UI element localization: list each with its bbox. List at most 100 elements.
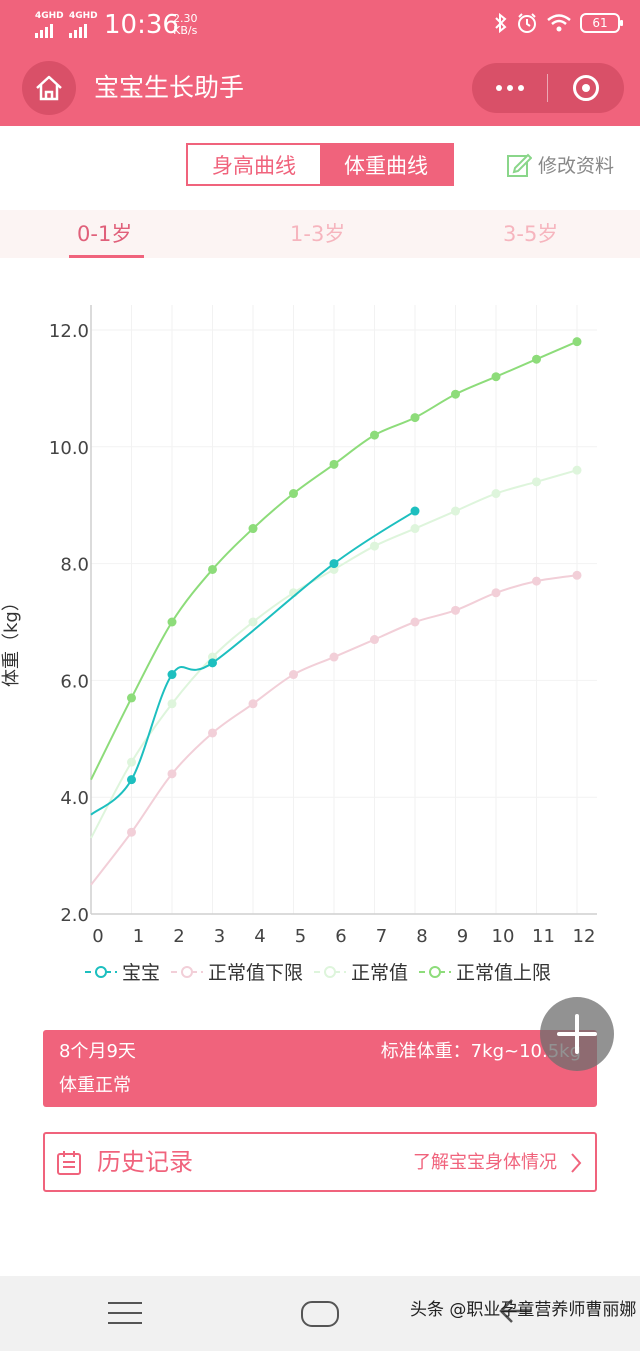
data-point-1 <box>572 570 582 580</box>
chevron-right-icon <box>571 1153 582 1173</box>
data-point-3 <box>289 489 298 499</box>
data-point-0 <box>127 775 136 785</box>
data-point-1 <box>329 652 339 662</box>
data-point-3 <box>208 564 217 574</box>
data-point-3 <box>491 372 501 382</box>
x-tick-label: 1 <box>133 926 144 947</box>
legend-item[interactable]: 宝宝 <box>84 958 160 985</box>
back-icon[interactable] <box>498 1296 534 1326</box>
title-bar: 宝宝生长助手 <box>0 50 640 126</box>
chart-legend: 宝宝 正常值下限 正常值 正常值上限 <box>84 958 551 985</box>
standard-weight: 标准体重：7kg~10.5kg <box>380 1041 581 1062</box>
system-nav-bar: 头条 @职业孕童营养师曹丽娜 <box>0 1276 640 1351</box>
data-point-1 <box>410 617 420 627</box>
age-tab-indicator <box>69 255 144 258</box>
data-point-3 <box>127 693 136 703</box>
x-tick-label: 10 <box>492 926 515 947</box>
data-point-1 <box>167 769 177 779</box>
history-button[interactable]: 历史记录 了解宝宝身体情况 <box>43 1132 597 1192</box>
data-point-3 <box>410 413 420 423</box>
age-tab-0-1[interactable]: 0-1岁 <box>77 222 133 246</box>
legend-label: 正常值上限 <box>456 962 552 984</box>
data-point-1 <box>370 635 379 645</box>
legend-label: 正常值 <box>351 962 409 984</box>
add-record-button[interactable] <box>540 997 614 1071</box>
close-mini-program-icon <box>573 75 599 101</box>
data-point-0 <box>208 658 217 668</box>
status-bar: 4GHD 4GHD 10:36 2.30 KB/s 61 <box>0 0 640 50</box>
weight-curve-tab[interactable]: 体重曲线 <box>320 145 452 184</box>
signal-2: 4GHD <box>69 12 98 38</box>
close-mini-program-button[interactable] <box>548 63 624 113</box>
y-tick-label: 8.0 <box>60 555 89 576</box>
data-point-2 <box>127 757 136 767</box>
more-button[interactable] <box>472 63 547 113</box>
legend-swatch <box>85 965 117 978</box>
battery-level: 61 <box>592 16 608 30</box>
battery-icon: 61 <box>580 13 623 33</box>
edit-profile-label: 修改资料 <box>538 155 615 177</box>
history-title: 历史记录 <box>97 1148 193 1176</box>
weight-chart: 0 1 2 3 4 5 6 7 8 9 10 11 122.04.06.08.010.012.0 <box>49 305 597 947</box>
data-point-2 <box>410 524 420 534</box>
nav-home-icon[interactable] <box>301 1301 339 1327</box>
y-tick-label: 10.0 <box>49 438 89 459</box>
data-point-2 <box>572 465 582 475</box>
watermark: 头条 @职业孕童营养师曹丽娜 <box>410 1300 637 1320</box>
calendar-icon <box>57 1151 81 1175</box>
x-tick-label: 3 <box>214 926 225 947</box>
y-tick-label: 4.0 <box>60 788 89 809</box>
data-point-3 <box>532 354 541 364</box>
legend-swatch <box>314 965 347 978</box>
age-tab-1-3[interactable]: 1-3岁 <box>290 222 346 246</box>
wifi-icon <box>547 14 571 32</box>
weight-status: 体重正常 <box>59 1075 131 1096</box>
y-tick-label: 12.0 <box>49 321 89 342</box>
legend-item[interactable]: 正常值下限 <box>170 958 303 985</box>
x-tick-label: 9 <box>457 926 468 947</box>
home-button[interactable] <box>22 61 76 115</box>
y-tick-label: 2.0 <box>60 905 89 926</box>
body-info-link[interactable]: 了解宝宝身体情况 <box>413 1152 557 1173</box>
data-point-1 <box>289 670 298 680</box>
data-point-2 <box>370 541 379 551</box>
x-tick-label: 5 <box>295 926 306 947</box>
menu-icon[interactable] <box>108 1302 142 1324</box>
x-tick-label: 11 <box>532 926 555 947</box>
edit-profile-button[interactable]: 修改资料 <box>506 151 614 178</box>
data-point-0 <box>410 506 420 516</box>
data-point-1 <box>532 576 541 586</box>
more-icon <box>495 85 502 91</box>
data-point-3 <box>370 430 379 440</box>
height-curve-tab[interactable]: 身高曲线 <box>188 145 320 184</box>
curve-toggle: 身高曲线 体重曲线 <box>186 143 454 186</box>
x-tick-label: 4 <box>254 926 265 947</box>
data-point-1 <box>208 728 217 738</box>
mini-program-capsule <box>472 63 624 113</box>
data-point-2 <box>451 506 460 516</box>
data-point-2 <box>167 699 177 709</box>
data-point-3 <box>248 524 258 534</box>
data-point-1 <box>451 605 460 615</box>
data-point-2 <box>491 489 501 499</box>
bluetooth-icon <box>495 12 507 34</box>
x-tick-label: 12 <box>573 926 596 947</box>
clock: 10:36 <box>104 10 179 40</box>
alarm-icon <box>518 13 536 33</box>
y-tick-label: 6.0 <box>60 671 89 692</box>
data-point-3 <box>451 389 460 399</box>
legend-item[interactable]: 正常值上限 <box>418 958 551 985</box>
speed-unit: KB/s <box>173 24 198 37</box>
weight-info-card: 8个月9天 标准体重：7kg~10.5kg 体重正常 <box>43 1030 597 1107</box>
edit-icon <box>507 153 532 177</box>
legend-swatch <box>171 965 204 978</box>
legend-swatch <box>419 965 452 978</box>
legend-item[interactable]: 正常值 <box>313 958 408 985</box>
data-point-3 <box>329 459 339 469</box>
age-tabs: 0-1岁 1-3岁 3-5岁 <box>0 210 640 258</box>
x-tick-label: 7 <box>376 926 387 947</box>
data-point-2 <box>532 477 541 487</box>
data-point-1 <box>127 827 136 837</box>
age-tab-3-5[interactable]: 3-5岁 <box>503 222 559 246</box>
x-tick-label: 2 <box>173 926 184 947</box>
